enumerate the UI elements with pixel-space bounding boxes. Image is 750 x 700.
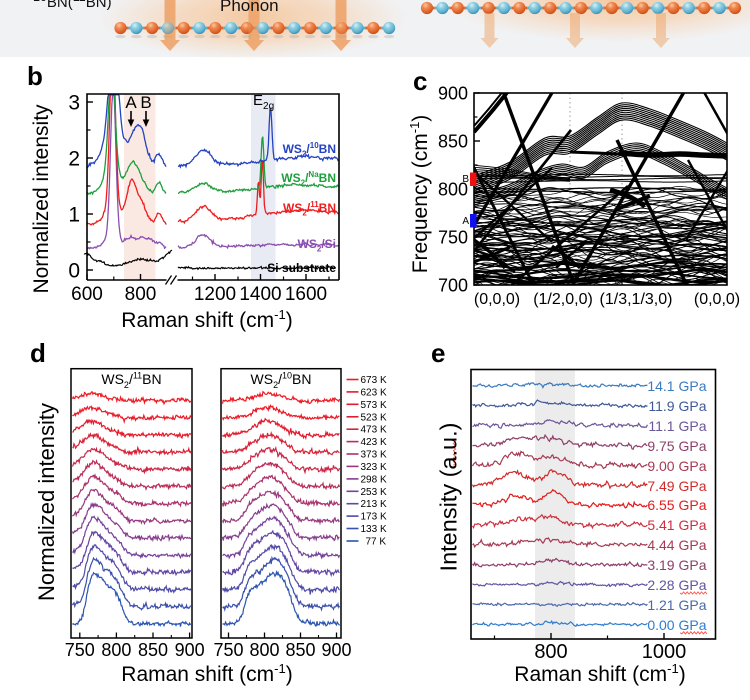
- svg-text:A: A: [462, 216, 469, 227]
- svg-text:750: 750: [65, 640, 95, 660]
- svg-text:133 K: 133 K: [361, 524, 387, 535]
- svg-text:(0,0,0): (0,0,0): [474, 291, 520, 308]
- svg-text:1600: 1600: [285, 284, 327, 305]
- svg-text:1000: 1000: [642, 641, 687, 663]
- svg-text:B: B: [140, 93, 151, 112]
- svg-text:850: 850: [138, 640, 168, 660]
- svg-text:623 K: 623 K: [361, 387, 387, 398]
- svg-text:800: 800: [125, 284, 157, 305]
- svg-text:0: 0: [68, 260, 80, 283]
- svg-text:750: 750: [213, 640, 243, 660]
- svg-text:2: 2: [68, 148, 80, 171]
- svg-text:(0,0,0): (0,0,0): [694, 291, 740, 308]
- svg-text:253 K: 253 K: [361, 487, 387, 498]
- svg-text:423 K: 423 K: [361, 437, 387, 448]
- svg-text:1400: 1400: [239, 284, 281, 305]
- svg-text:(1/3,1/3,0): (1/3,1/3,0): [600, 291, 673, 308]
- svg-text:900: 900: [438, 84, 468, 104]
- svg-text:323 K: 323 K: [361, 462, 387, 473]
- svg-text:850: 850: [285, 640, 315, 660]
- svg-text:750: 750: [438, 228, 468, 248]
- svg-text:373 K: 373 K: [361, 450, 387, 461]
- svg-text:800: 800: [249, 640, 279, 660]
- svg-text:(1/2,0,0): (1/2,0,0): [533, 291, 593, 308]
- svg-text:1200: 1200: [194, 284, 236, 305]
- svg-text:700: 700: [438, 276, 468, 296]
- svg-text:900: 900: [175, 640, 205, 660]
- svg-text:900: 900: [321, 640, 351, 660]
- svg-text:B: B: [462, 174, 469, 185]
- svg-text:173 K: 173 K: [361, 512, 387, 523]
- svg-text:800: 800: [438, 180, 468, 200]
- svg-text:A: A: [125, 93, 137, 112]
- svg-text:800: 800: [534, 641, 567, 663]
- svg-text:573 K: 573 K: [361, 400, 387, 411]
- svg-text:298 K: 298 K: [361, 474, 387, 485]
- svg-text:1: 1: [68, 204, 80, 227]
- svg-text:850: 850: [438, 132, 468, 152]
- svg-text:523 K: 523 K: [361, 412, 387, 423]
- svg-text:3: 3: [68, 92, 80, 115]
- svg-text:473 K: 473 K: [361, 425, 387, 436]
- svg-text:673 K: 673 K: [361, 375, 387, 386]
- svg-text:600: 600: [71, 284, 103, 305]
- svg-text:213 K: 213 K: [361, 499, 387, 510]
- svg-text:800: 800: [101, 640, 131, 660]
- svg-text:77 K: 77 K: [366, 537, 387, 548]
